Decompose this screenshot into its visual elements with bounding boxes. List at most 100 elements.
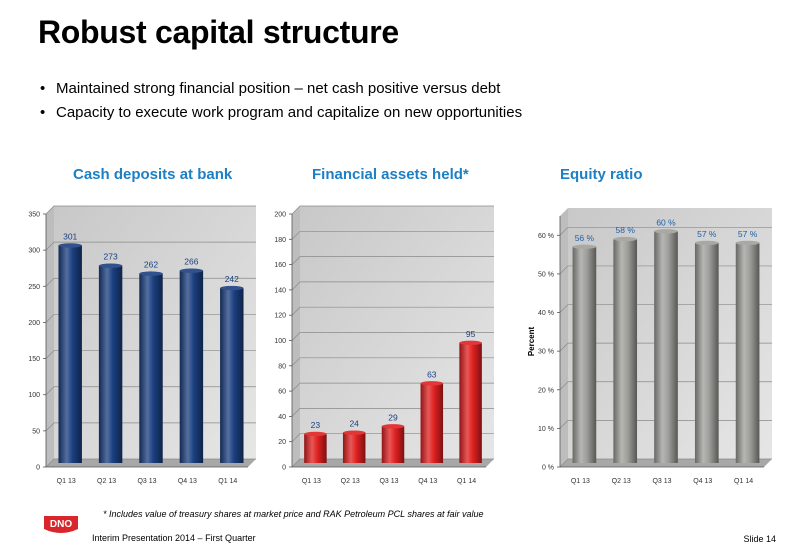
data-label: 24 <box>349 419 359 429</box>
y-tick-label: 100 <box>28 392 40 399</box>
y-tick-label: 0 <box>282 465 286 472</box>
bar <box>613 239 638 463</box>
bar <box>459 342 482 463</box>
y-tick-label: 50 <box>32 428 40 435</box>
y-tick-label: 30 % <box>538 349 554 356</box>
bar-cap <box>654 229 678 234</box>
gridline <box>291 281 494 291</box>
y-tick-label: 160 <box>274 262 286 269</box>
x-tick-label: Q1 14 <box>218 478 237 485</box>
bar-cap <box>381 424 405 429</box>
dno-logo: DNO <box>44 516 78 533</box>
x-tick-label: Q1 14 <box>734 478 753 485</box>
bullet-item: Maintained strong financial position – n… <box>40 80 522 97</box>
x-tick-label: Q2 13 <box>97 478 116 485</box>
bar <box>220 288 244 463</box>
gridline <box>291 256 494 265</box>
logo-text: DNO <box>50 519 72 530</box>
gridline <box>291 230 494 240</box>
bar-cap <box>58 243 82 248</box>
slide-title: Robust capital structure <box>38 14 399 50</box>
data-label: 23 <box>311 420 321 430</box>
chart-title-financial-assets: Financial assets held* <box>312 166 469 183</box>
y-tick-label: 60 % <box>538 233 554 240</box>
y-tick-label: 50 % <box>538 271 554 278</box>
bar-cap <box>304 431 327 437</box>
data-label: 273 <box>104 252 118 262</box>
bar-cap <box>459 340 482 346</box>
y-tick-label: 0 <box>36 465 40 472</box>
data-label: 58 % <box>616 225 636 235</box>
data-label: 57 % <box>738 229 758 239</box>
gridline <box>291 332 494 341</box>
bar <box>654 231 678 463</box>
chart-title-cash-deposits: Cash deposits at bank <box>73 166 233 183</box>
bar <box>139 273 163 463</box>
bar <box>179 270 204 463</box>
financial-assets-chart: 020406080100120140160180200USD million23… <box>274 205 494 485</box>
y-tick-label: 40 % <box>538 310 554 317</box>
x-tick-label: Q2 13 <box>341 478 360 485</box>
bar-cap <box>179 268 204 273</box>
bar-cap <box>139 271 163 276</box>
x-tick-label: Q4 13 <box>418 478 437 485</box>
x-tick-label: Q1 13 <box>571 478 590 485</box>
chart-title-equity-ratio: Equity ratio <box>560 166 643 183</box>
gridline <box>291 357 494 367</box>
bullet-list: Maintained strong financial position – n… <box>40 80 522 128</box>
x-tick-label: Q1 14 <box>457 478 476 485</box>
bar <box>98 265 123 463</box>
bar-cap <box>735 240 760 246</box>
bar <box>735 242 760 463</box>
data-label: 266 <box>184 257 198 267</box>
slide-number: Slide 14 <box>743 534 776 544</box>
bar-cap <box>342 430 366 435</box>
y-tick-label: 100 <box>274 338 286 345</box>
bar-cap <box>572 244 597 249</box>
y-tick-label: 180 <box>274 237 286 244</box>
gridline <box>291 306 494 316</box>
y-tick-label: 200 <box>28 320 40 327</box>
plot-side-wall <box>46 206 54 467</box>
bar-cap <box>613 236 638 242</box>
bullet-item: Capacity to execute work program and cap… <box>40 104 522 121</box>
y-tick-label: 150 <box>28 356 40 363</box>
y-tick-label: 80 <box>278 363 286 370</box>
y-axis-label: Percent <box>527 326 536 356</box>
equity-ratio-chart: 0 % 10 % 20 % 30 % 40 % 50 % 60 % Percent 56 % Q1… <box>527 208 772 485</box>
data-label: 29 <box>388 412 398 422</box>
footer-presentation-name: Interim Presentation 2014 – First Quarte… <box>92 533 256 543</box>
y-tick-label: 20 % <box>538 387 554 394</box>
x-tick-label: Q1 13 <box>57 478 76 485</box>
data-label: 60 % <box>656 217 676 227</box>
data-label: 242 <box>225 274 239 284</box>
y-tick-label: 20 <box>278 439 286 446</box>
y-tick-label: 0 % <box>542 465 554 472</box>
gridline <box>291 205 494 215</box>
bar-cap <box>220 285 244 291</box>
bar <box>381 426 405 463</box>
x-tick-label: Q1 13 <box>302 478 321 485</box>
footnote: * Includes value of treasury shares at m… <box>103 509 484 519</box>
x-tick-label: Q3 13 <box>137 478 156 485</box>
y-tick-label: 200 <box>274 212 286 219</box>
gridline <box>45 241 256 251</box>
bar <box>342 432 366 463</box>
data-label: 301 <box>63 231 77 241</box>
y-tick-label: 140 <box>274 287 286 294</box>
bar-cap <box>98 263 123 268</box>
cash-deposits-chart: 050100150200250300350USD million301Q1 13… <box>28 205 256 485</box>
y-tick-label: 300 <box>28 248 40 255</box>
data-label: 95 <box>466 329 476 339</box>
y-tick-label: 40 <box>278 414 286 421</box>
bar <box>58 245 82 463</box>
x-tick-label: Q3 13 <box>379 478 398 485</box>
y-tick-label: 250 <box>28 284 40 291</box>
bar <box>420 383 444 463</box>
y-tick-label: 10 % <box>538 426 554 433</box>
data-label: 262 <box>144 260 158 270</box>
x-tick-label: Q4 13 <box>178 478 197 485</box>
y-tick-label: 120 <box>274 313 286 320</box>
bar-cap <box>420 381 444 386</box>
x-tick-label: Q4 13 <box>693 478 712 485</box>
